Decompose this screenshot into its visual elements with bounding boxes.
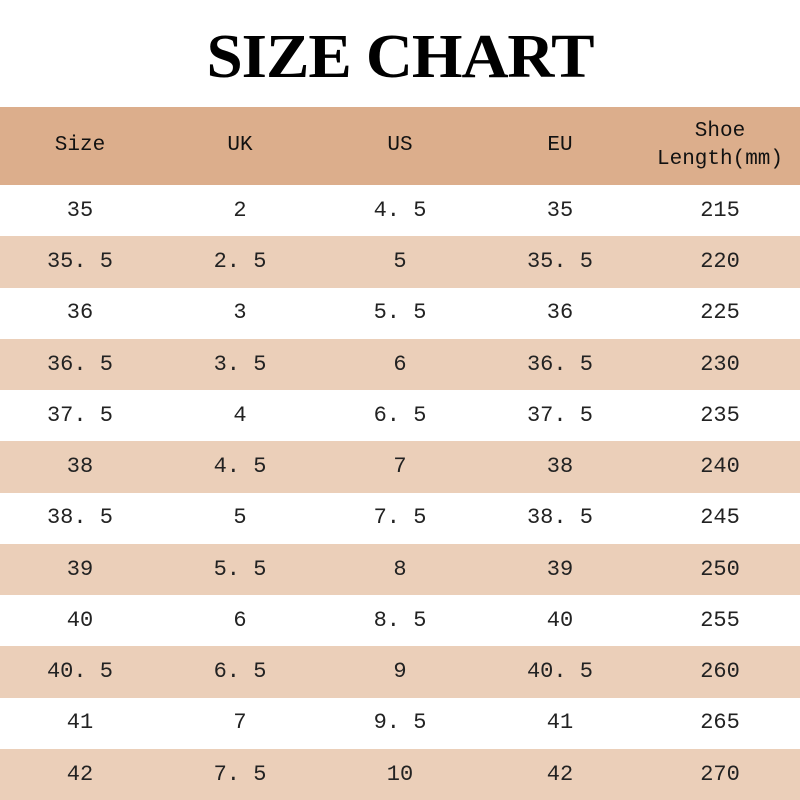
table-row: 42 7. 5 10 42 270 <box>0 748 800 800</box>
column-header-line: UK <box>227 133 253 157</box>
table-cell: 2 <box>233 197 247 223</box>
table-cell: 220 <box>700 249 740 275</box>
table-cell: 35 <box>66 197 94 223</box>
table-cell: 4 <box>233 402 247 428</box>
table-cell: 36 <box>66 300 94 326</box>
table-cell: 40 <box>546 607 574 633</box>
table-cell: 37. 5 <box>46 402 113 428</box>
table-cell: 35 <box>546 197 574 223</box>
column-header: Size <box>0 132 160 160</box>
table-cell: 39 <box>546 556 574 582</box>
table-cell: 35. 5 <box>526 249 593 275</box>
table-cell: 235 <box>700 402 740 428</box>
table-cell: 5 <box>393 249 407 275</box>
column-header: US <box>320 132 480 160</box>
table-cell: 10 <box>386 761 414 787</box>
column-header-line: EU <box>547 133 573 157</box>
column-header: Shoe Length(mm) <box>640 118 800 175</box>
table-cell: 9. 5 <box>373 710 427 736</box>
table-row: 40 6 8. 5 40 255 <box>0 595 800 646</box>
table-cell: 41 <box>546 710 574 736</box>
table-cell: 5. 5 <box>213 556 267 582</box>
table-cell: 215 <box>700 197 740 223</box>
table-cell: 35. 5 <box>46 249 113 275</box>
table-row: 37. 5 4 6. 5 37. 5 235 <box>0 390 800 441</box>
table-cell: 255 <box>700 607 740 633</box>
table-cell: 4. 5 <box>213 454 267 480</box>
table-row: 40. 5 6. 5 9 40. 5 260 <box>0 646 800 698</box>
table-cell: 225 <box>700 300 740 326</box>
table-cell: 36. 5 <box>526 351 593 377</box>
table-cell: 38 <box>66 454 94 480</box>
table-cell: 7 <box>233 710 247 736</box>
table-cell: 41 <box>66 710 94 736</box>
table-cell: 230 <box>700 351 740 377</box>
table-row: 35. 5 2. 5 5 35. 5 220 <box>0 236 800 288</box>
page-title: SIZE CHART <box>206 23 595 91</box>
table-cell: 39 <box>66 556 94 582</box>
table-cell: 42 <box>66 761 94 787</box>
table-cell: 8 <box>393 556 407 582</box>
table-cell: 7. 5 <box>213 761 267 787</box>
table-cell: 245 <box>700 505 740 531</box>
column-header-line: Shoe <box>694 119 746 143</box>
table-cell: 6 <box>233 607 247 633</box>
table-row: 36 3 5. 5 36 225 <box>0 288 800 339</box>
table-cell: 38 <box>546 454 574 480</box>
table-cell: 5 <box>233 505 247 531</box>
table-cell: 4. 5 <box>373 197 427 223</box>
table-cell: 40. 5 <box>46 659 113 685</box>
table-cell: 3. 5 <box>213 351 267 377</box>
table-row: 39 5. 5 8 39 250 <box>0 543 800 595</box>
table-cell: 6. 5 <box>373 402 427 428</box>
table-cell: 9 <box>393 659 407 685</box>
table-cell: 40. 5 <box>526 659 593 685</box>
column-header: EU <box>480 132 640 160</box>
table-cell: 38. 5 <box>46 505 113 531</box>
column-header: UK <box>160 132 320 160</box>
table-cell: 7 <box>393 454 407 480</box>
column-header-line: Length(mm) <box>656 148 784 171</box>
size-table: Size UK US EU Shoe Length(mm) 35 2 4. 5 35 215 35. … <box>0 107 800 800</box>
table-row: 35 2 4. 5 35 215 <box>0 185 800 236</box>
table-cell: 37. 5 <box>526 402 593 428</box>
table-row: 41 7 9. 5 41 265 <box>0 698 800 749</box>
table-cell: 42 <box>546 761 574 787</box>
table-cell: 6. 5 <box>213 659 267 685</box>
table-cell: 240 <box>700 454 740 480</box>
column-header-line: Size <box>54 133 106 157</box>
table-cell: 2. 5 <box>213 249 267 275</box>
table-cell: 38. 5 <box>526 505 593 531</box>
table-row: 36. 5 3. 5 6 36. 5 230 <box>0 338 800 390</box>
table-cell: 36. 5 <box>46 351 113 377</box>
table-cell: 250 <box>700 556 740 582</box>
table-cell: 270 <box>700 761 740 787</box>
table-cell: 265 <box>700 710 740 736</box>
table-row: 38 4. 5 7 38 240 <box>0 441 800 493</box>
table-cell: 8. 5 <box>373 607 427 633</box>
table-cell: 5. 5 <box>373 300 427 326</box>
table-cell: 7. 5 <box>373 505 427 531</box>
table-cell: 40 <box>66 607 94 633</box>
table-cell: 6 <box>393 351 407 377</box>
table-cell: 36 <box>546 300 574 326</box>
column-header-line: US <box>387 133 413 157</box>
table-row: 38. 5 5 7. 5 38. 5 245 <box>0 493 800 544</box>
table-cell: 260 <box>700 659 740 685</box>
table-header: Size UK US EU Shoe Length(mm) <box>0 107 800 185</box>
table-cell: 3 <box>233 300 247 326</box>
